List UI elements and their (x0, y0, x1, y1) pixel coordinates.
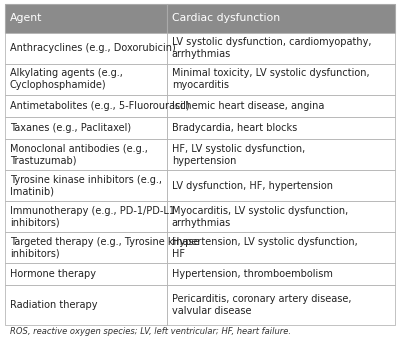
Text: LV dysfunction, HF, hypertension: LV dysfunction, HF, hypertension (172, 180, 333, 190)
Text: HF, LV systolic dysfunction,
hypertension: HF, LV systolic dysfunction, hypertensio… (172, 143, 305, 166)
Bar (5, 263, 167, 285)
Text: Pericarditis, coronary artery disease,
valvular disease: Pericarditis, coronary artery disease, v… (172, 294, 351, 316)
Bar (5, 64, 167, 95)
Text: Immunotherapy (e.g., PD-1/PD-L1
inhibitors): Immunotherapy (e.g., PD-1/PD-L1 inhibito… (10, 205, 175, 227)
Text: Anthracyclines (e.g., Doxorubicin): Anthracyclines (e.g., Doxorubicin) (10, 43, 176, 53)
Bar (5, 285, 167, 325)
Text: Bradycardia, heart blocks: Bradycardia, heart blocks (172, 123, 297, 133)
Text: Alkylating agents (e.g.,
Cyclophosphamide): Alkylating agents (e.g., Cyclophosphamid… (10, 68, 123, 90)
Text: Tyrosine kinase inhibitors (e.g.,
Imatinib): Tyrosine kinase inhibitors (e.g., Imatin… (10, 175, 162, 197)
Text: Hormone therapy: Hormone therapy (10, 269, 96, 279)
Text: Monoclonal antibodies (e.g.,
Trastuzumab): Monoclonal antibodies (e.g., Trastuzumab… (10, 143, 148, 166)
Bar (167, 95, 395, 117)
Bar (5, 117, 167, 139)
Text: Radiation therapy: Radiation therapy (10, 300, 98, 310)
Bar (167, 263, 395, 285)
Bar (5, 201, 167, 232)
Text: Hypertension, thromboembolism: Hypertension, thromboembolism (172, 269, 333, 279)
Bar (5, 95, 167, 117)
Bar (167, 170, 395, 201)
Bar (167, 201, 395, 232)
Text: Targeted therapy (e.g., Tyrosine kinase
inhibitors): Targeted therapy (e.g., Tyrosine kinase … (10, 237, 200, 259)
Text: Minimal toxicity, LV systolic dysfunction,
myocarditis: Minimal toxicity, LV systolic dysfunctio… (172, 68, 370, 90)
Text: ROS, reactive oxygen species; LV, left ventricular; HF, heart failure.: ROS, reactive oxygen species; LV, left v… (10, 327, 291, 336)
Text: Ischemic heart disease, angina: Ischemic heart disease, angina (172, 101, 324, 111)
Text: Antimetabolites (e.g., 5-Fluorouracil): Antimetabolites (e.g., 5-Fluorouracil) (10, 101, 190, 111)
Bar (5, 232, 167, 263)
Text: Taxanes (e.g., Paclitaxel): Taxanes (e.g., Paclitaxel) (10, 123, 131, 133)
Bar (167, 64, 395, 95)
Bar (167, 117, 395, 139)
Text: LV systolic dysfunction, cardiomyopathy,
arrhythmias: LV systolic dysfunction, cardiomyopathy,… (172, 37, 371, 59)
Text: Myocarditis, LV systolic dysfunction,
arrhythmias: Myocarditis, LV systolic dysfunction, ar… (172, 205, 348, 227)
Bar (167, 4, 395, 33)
Bar (167, 139, 395, 170)
Bar (167, 232, 395, 263)
Bar (167, 285, 395, 325)
Bar (167, 33, 395, 64)
Bar (5, 170, 167, 201)
Text: Hypertension, LV systolic dysfunction,
HF: Hypertension, LV systolic dysfunction, H… (172, 237, 358, 259)
Bar (5, 4, 167, 33)
Text: Agent: Agent (10, 13, 42, 23)
Text: Cardiac dysfunction: Cardiac dysfunction (172, 13, 280, 23)
Bar (5, 139, 167, 170)
Bar (5, 33, 167, 64)
